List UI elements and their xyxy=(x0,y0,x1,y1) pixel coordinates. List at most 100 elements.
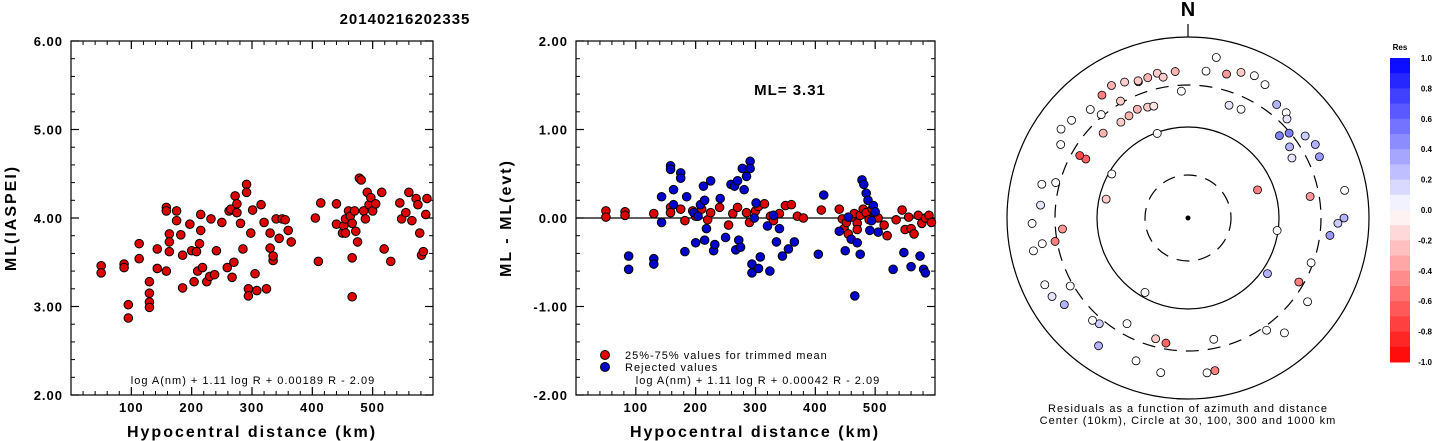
station-marker xyxy=(1209,334,1219,344)
station-marker xyxy=(1201,66,1211,76)
colorbar-tick-label: 0.2 xyxy=(1421,176,1433,185)
data-point xyxy=(920,268,931,278)
station-marker xyxy=(1287,153,1297,163)
data-point xyxy=(852,237,863,248)
circle-100km xyxy=(1096,126,1280,310)
station-marker xyxy=(1037,239,1047,249)
x-tick-label: 200 xyxy=(179,400,204,415)
ml-vs-distance-panel: 100 200 300 400 500 2.00 3.00 4.00 5.00 6.00 ML(I… xyxy=(3,34,434,441)
data-point xyxy=(723,220,734,230)
data-points xyxy=(96,173,432,323)
data-point xyxy=(96,268,106,278)
data-point xyxy=(222,262,233,273)
data-point xyxy=(739,184,749,195)
station-marker xyxy=(1224,100,1234,110)
data-point xyxy=(813,249,824,260)
data-point xyxy=(197,262,208,273)
station-marker xyxy=(1170,67,1180,76)
caption-line-2: Center (10km), Circle at 30, 100, 300 an… xyxy=(1040,415,1337,427)
station-marker xyxy=(1156,368,1166,378)
data-point xyxy=(675,204,686,214)
data-point xyxy=(177,250,188,260)
y-tick-label: -1.00 xyxy=(533,300,568,315)
station-marker xyxy=(1140,288,1150,297)
station-marker xyxy=(1050,237,1060,246)
station-marker xyxy=(1027,219,1037,228)
legend-marker-rejected xyxy=(600,362,610,372)
x-tick-label: 400 xyxy=(300,400,325,415)
y-tick-label: 4.00 xyxy=(34,211,63,226)
data-point xyxy=(401,207,411,218)
data-point xyxy=(247,205,258,215)
y-tick-label: 2.00 xyxy=(34,388,63,403)
y-tick-label: 2.00 xyxy=(539,34,568,49)
y-tick-label: 5.00 xyxy=(34,123,63,138)
colorbar-cell xyxy=(1390,331,1410,348)
colorbar-cell xyxy=(1390,73,1410,89)
data-point xyxy=(407,215,417,226)
data-point xyxy=(241,187,252,198)
data-point xyxy=(206,214,216,224)
data-point xyxy=(265,243,275,253)
data-point xyxy=(789,237,800,247)
data-point xyxy=(751,198,761,208)
data-point xyxy=(777,251,788,261)
station-marker xyxy=(1236,104,1246,114)
data-point xyxy=(680,246,690,257)
data-point xyxy=(698,181,709,191)
data-point xyxy=(903,212,914,222)
data-point xyxy=(783,244,794,254)
y-tick-label: 0.00 xyxy=(539,211,568,226)
station-marker xyxy=(1333,218,1343,228)
station-marker xyxy=(1094,341,1103,351)
station-marker xyxy=(1143,73,1153,83)
station-marker xyxy=(1040,280,1050,290)
station-marker xyxy=(1058,224,1067,234)
data-point xyxy=(123,299,134,310)
station-marker xyxy=(1088,315,1097,325)
data-point xyxy=(352,237,363,247)
x-tick-label: 400 xyxy=(803,400,828,415)
data-point xyxy=(195,209,206,220)
station-marker xyxy=(1120,77,1130,87)
data-point xyxy=(340,228,351,238)
data-point xyxy=(693,211,703,222)
colorbar-cell xyxy=(1390,240,1410,257)
colorbar-cell xyxy=(1390,301,1410,317)
data-point xyxy=(882,230,892,241)
data-point xyxy=(235,218,246,229)
data-point xyxy=(818,190,829,200)
colorbar-tick-label: -0.6 xyxy=(1418,297,1432,306)
residual-vs-distance-panel: 100 200 300 400 500 -2.00 -1.00 0.00 1.00 2.00 ML… xyxy=(498,34,937,441)
station-marker xyxy=(1284,128,1294,138)
y-tick-label: 6.00 xyxy=(34,34,63,49)
data-point xyxy=(915,251,925,261)
station-marker xyxy=(1096,110,1106,119)
data-point xyxy=(211,245,222,256)
colorbar-cell xyxy=(1390,270,1410,287)
colorbar-tick-label: 0.4 xyxy=(1421,145,1433,154)
data-point xyxy=(347,253,357,263)
station-marker xyxy=(1211,53,1221,62)
data-point xyxy=(185,219,195,229)
data-point xyxy=(601,212,611,222)
north-label: N xyxy=(1181,0,1195,21)
data-point xyxy=(765,266,775,276)
data-point xyxy=(747,268,757,278)
colorbar-tick-label: -1.0 xyxy=(1418,358,1432,367)
colorbar-cells xyxy=(1390,58,1410,363)
data-point xyxy=(119,262,129,273)
data-point xyxy=(194,238,205,249)
data-point xyxy=(356,175,367,185)
formula-label: log A(nm) + 1.11 log R + 0.00189 R - 2.0… xyxy=(131,375,375,387)
colorbar-cell xyxy=(1390,88,1410,105)
data-point xyxy=(123,313,134,323)
data-point xyxy=(370,199,381,209)
colorbar-cell xyxy=(1390,164,1410,181)
data-point xyxy=(376,187,387,198)
legend-marker-trimmed xyxy=(600,350,610,360)
data-point xyxy=(816,205,827,215)
y-axis-label: ML - ML(evt) xyxy=(498,159,515,277)
data-point xyxy=(873,227,883,237)
y-tick-label: 3.00 xyxy=(34,300,63,315)
